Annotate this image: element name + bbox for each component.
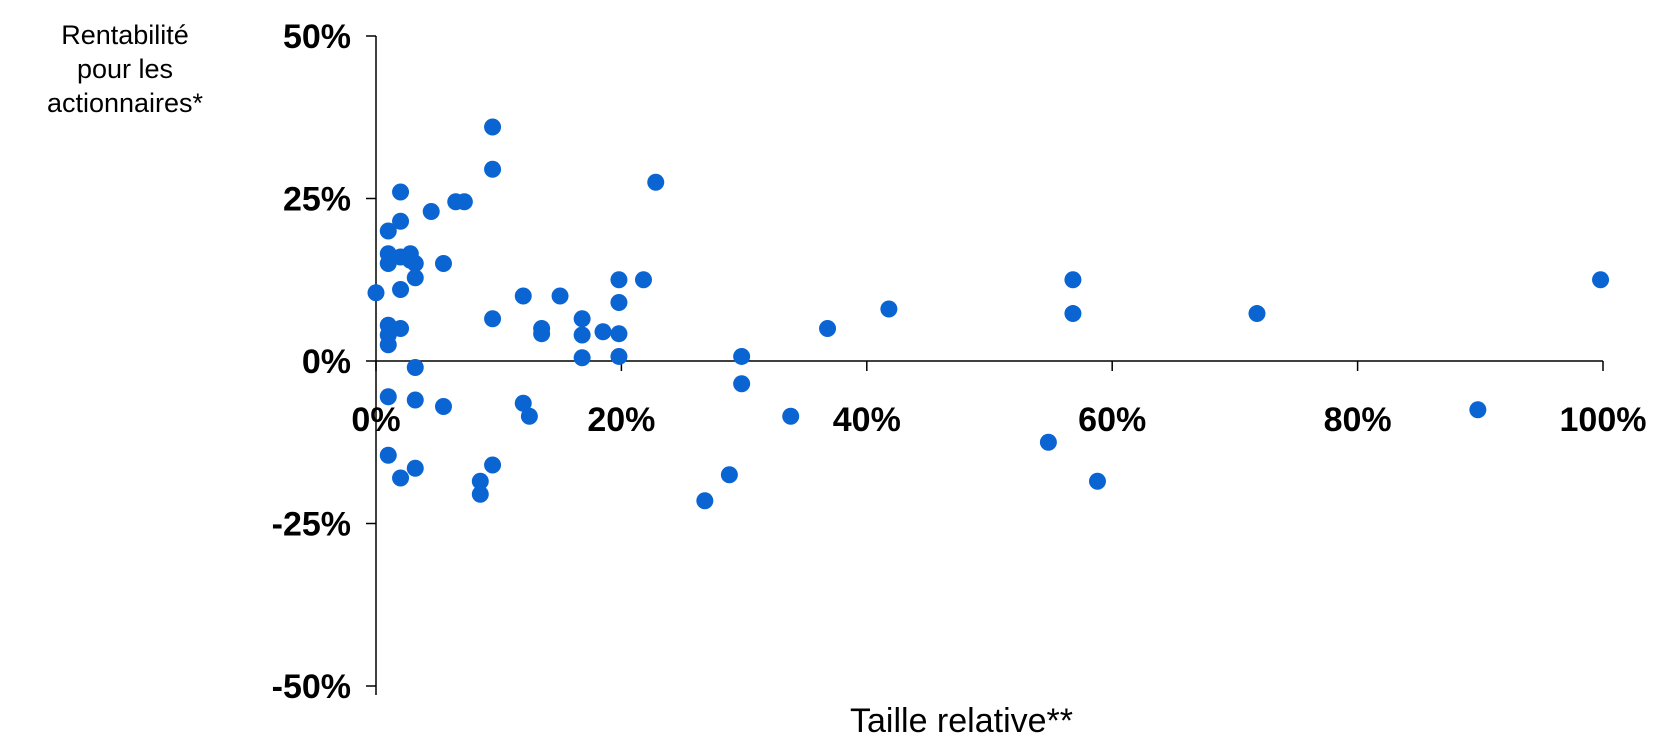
data-point xyxy=(1469,401,1487,419)
data-point xyxy=(406,391,424,409)
data-point xyxy=(720,466,738,484)
data-point xyxy=(379,388,397,406)
data-point xyxy=(573,326,591,344)
data-point xyxy=(406,459,424,477)
axes xyxy=(375,36,1603,695)
y-tick-label: 50% xyxy=(283,18,351,56)
data-point xyxy=(379,336,397,354)
data-point xyxy=(367,284,385,302)
data-point xyxy=(1248,305,1266,323)
data-point xyxy=(392,183,410,201)
data-point xyxy=(733,347,751,365)
data-point xyxy=(471,485,489,503)
data-point xyxy=(573,310,591,328)
data-point xyxy=(514,287,532,305)
data-point xyxy=(514,394,532,412)
ticks: 0% 20% 40% 60% 80% 100% 50% 25% 0% -25% -50% xyxy=(272,18,1647,706)
x-tick-label: 100% xyxy=(1560,401,1647,439)
data-point xyxy=(406,269,424,287)
x-tick-label: 20% xyxy=(587,401,655,439)
data-point xyxy=(434,398,452,415)
x-axis-label: Taille relative** xyxy=(850,702,1073,740)
data-point xyxy=(1088,472,1106,490)
x-tick-label: 40% xyxy=(833,401,901,439)
data-point xyxy=(819,320,837,337)
data-point xyxy=(573,349,591,367)
data-point xyxy=(551,287,569,305)
y-axis-label-line-3: actionnaires* xyxy=(46,88,204,118)
y-tick-label: 0% xyxy=(302,343,351,381)
data-point xyxy=(379,222,397,240)
data-point xyxy=(484,310,502,328)
data-point xyxy=(422,203,440,220)
data-point xyxy=(406,255,424,272)
x-tick-label: 0% xyxy=(351,401,400,439)
data-point xyxy=(782,407,800,425)
data-point xyxy=(696,492,714,510)
data-point xyxy=(406,359,424,376)
data-point xyxy=(379,446,397,464)
x-tick-label: 60% xyxy=(1078,401,1146,439)
y-tick-label: -25% xyxy=(272,506,351,544)
data-point xyxy=(610,271,628,289)
data-point xyxy=(594,323,612,341)
data-point xyxy=(1064,305,1082,323)
y-tick-label: -50% xyxy=(272,668,351,706)
data-point xyxy=(1039,433,1057,451)
data-point xyxy=(392,281,410,298)
y-axis-label-line-2: pour les xyxy=(76,54,174,84)
data-point xyxy=(647,173,665,191)
data-point xyxy=(634,271,652,289)
data-point xyxy=(880,300,898,318)
y-tick-label: 25% xyxy=(283,181,351,219)
data-point xyxy=(1592,271,1610,289)
data-points xyxy=(367,118,1610,510)
data-point xyxy=(610,347,628,365)
data-point xyxy=(520,407,538,425)
data-point xyxy=(484,118,502,136)
data-point xyxy=(471,472,489,490)
data-point xyxy=(392,212,410,230)
data-point xyxy=(533,325,551,343)
y-axis-label-line-1: Rentabilité xyxy=(61,20,189,50)
y-axis-label: Rentabilité pour les actionnaires* xyxy=(0,18,250,120)
x-tick-label: 80% xyxy=(1324,401,1392,439)
data-point xyxy=(733,375,751,393)
data-point xyxy=(434,255,452,272)
data-point xyxy=(1064,271,1082,289)
data-point xyxy=(610,294,628,311)
data-point xyxy=(392,469,410,487)
data-point xyxy=(484,456,502,474)
data-point xyxy=(455,193,473,211)
data-point xyxy=(484,160,502,178)
data-point xyxy=(392,320,410,337)
data-point xyxy=(610,325,628,343)
